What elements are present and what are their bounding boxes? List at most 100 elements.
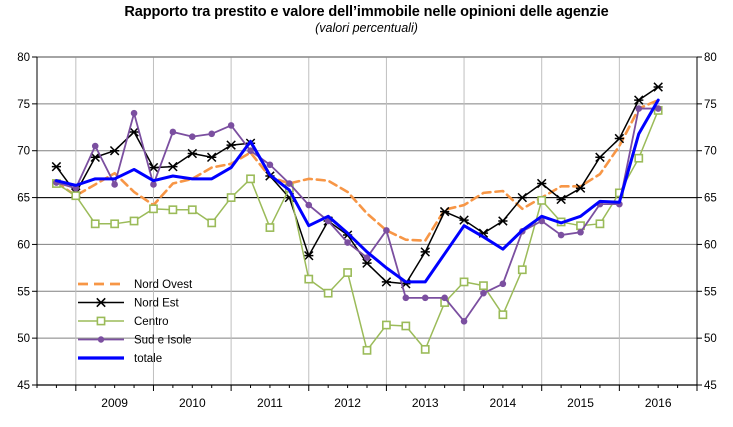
x-axis-tick-label: 2013 bbox=[412, 396, 439, 410]
data-point-marker bbox=[129, 216, 139, 226]
data-point-marker bbox=[381, 277, 392, 287]
data-point-marker bbox=[304, 250, 314, 261]
data-point-marker bbox=[459, 277, 469, 287]
y-axis-tick-label-left: 60 bbox=[17, 239, 30, 251]
data-point-marker bbox=[71, 191, 81, 201]
data-point-marker bbox=[266, 161, 274, 169]
y-axis-tick-label-right: 70 bbox=[704, 146, 717, 158]
x-axis-tick-label: 2012 bbox=[334, 396, 361, 410]
data-point-marker bbox=[537, 195, 547, 205]
legend-label: Nord Est bbox=[134, 298, 180, 310]
data-point-marker bbox=[304, 274, 314, 284]
data-point-marker bbox=[383, 227, 390, 234]
y-axis-tick-label-right: 50 bbox=[704, 333, 717, 345]
legend-item-sud_e_isole[interactable]: Sud e Isole bbox=[78, 335, 192, 347]
data-point-marker bbox=[460, 317, 468, 325]
legend-marker bbox=[96, 316, 106, 326]
data-point-marker bbox=[72, 184, 80, 192]
data-point-marker bbox=[91, 142, 99, 150]
data-point-marker bbox=[187, 205, 197, 215]
data-point-marker bbox=[614, 133, 625, 144]
data-point-marker bbox=[557, 231, 565, 239]
legend-label: Sud e Isole bbox=[134, 335, 192, 347]
data-point-marker bbox=[459, 215, 469, 225]
data-point-marker bbox=[480, 289, 487, 297]
y-axis-tick-label-left: 65 bbox=[17, 193, 30, 205]
series-totale bbox=[54, 98, 660, 284]
series-line bbox=[54, 98, 660, 284]
data-point-marker bbox=[149, 204, 158, 214]
data-point-marker bbox=[536, 178, 547, 189]
data-point-marker bbox=[635, 105, 643, 112]
x-axis-tick-label: 2016 bbox=[645, 396, 672, 410]
data-point-marker bbox=[111, 181, 118, 188]
series-nord-ovest bbox=[55, 98, 660, 242]
data-point-marker bbox=[654, 105, 662, 112]
series-line bbox=[55, 98, 660, 242]
legend: Nord Ovest Nord Est Centro Sud e Isole total… bbox=[78, 279, 193, 365]
data-point-marker bbox=[344, 239, 351, 246]
y-axis-tick-label-right: 60 bbox=[704, 239, 717, 251]
data-point-marker bbox=[343, 268, 352, 277]
x-axis-tick-label: 2009 bbox=[101, 396, 128, 410]
y-axis-tick-label-left: 80 bbox=[17, 52, 30, 64]
data-point-marker bbox=[169, 128, 177, 136]
y-axis-tick-label-left: 70 bbox=[17, 146, 30, 158]
data-point-marker bbox=[207, 218, 217, 228]
data-point-marker bbox=[479, 281, 488, 291]
x-axis-tick-label: 2014 bbox=[490, 396, 517, 410]
data-point-marker bbox=[363, 254, 371, 261]
plot-background bbox=[37, 57, 697, 385]
series-sud-e-isole bbox=[53, 105, 662, 325]
legend-label: totale bbox=[134, 353, 162, 365]
y-axis-tick-label-right: 65 bbox=[704, 193, 717, 205]
data-point-marker bbox=[382, 320, 391, 330]
data-point-marker bbox=[439, 206, 450, 217]
data-point-marker bbox=[208, 130, 216, 138]
data-point-marker bbox=[305, 201, 313, 209]
data-point-marker bbox=[226, 140, 236, 150]
legend-item-totale[interactable]: totale bbox=[78, 353, 162, 365]
data-point-marker bbox=[206, 152, 217, 163]
legend-label: Nord Ovest bbox=[134, 279, 193, 291]
data-point-marker bbox=[653, 82, 663, 92]
legend-label: Centro bbox=[134, 316, 169, 328]
x-axis-tick-label: 2011 bbox=[257, 396, 283, 410]
y-axis-tick-label-right: 55 bbox=[704, 286, 717, 298]
data-point-marker bbox=[420, 344, 430, 354]
legend-marker bbox=[97, 336, 105, 343]
series-line bbox=[55, 107, 660, 323]
data-point-marker bbox=[402, 294, 410, 302]
data-point-marker bbox=[421, 294, 429, 302]
legend-item-nord_est[interactable]: Nord Est bbox=[78, 298, 180, 310]
data-point-marker bbox=[109, 145, 120, 156]
data-point-marker bbox=[420, 247, 430, 257]
data-point-marker bbox=[110, 219, 120, 229]
y-axis-tick-label-right: 75 bbox=[704, 99, 717, 111]
data-point-marker bbox=[246, 174, 255, 184]
data-point-marker bbox=[634, 153, 644, 163]
data-point-marker bbox=[517, 192, 528, 203]
data-point-marker bbox=[441, 294, 448, 302]
data-point-marker bbox=[150, 181, 157, 188]
data-point-marker bbox=[90, 219, 100, 229]
data-point-marker bbox=[634, 95, 644, 105]
legend-item-nord_ovest[interactable]: Nord Ovest bbox=[78, 279, 193, 291]
data-point-marker bbox=[595, 152, 605, 163]
data-point-marker bbox=[51, 161, 62, 172]
chart-title: Rapporto tra prestito e valore dell’immo… bbox=[124, 4, 609, 20]
data-point-marker bbox=[323, 288, 333, 298]
data-point-marker bbox=[286, 180, 293, 187]
data-point-marker bbox=[401, 321, 411, 331]
data-point-marker bbox=[517, 265, 527, 275]
y-axis-tick-label-left: 75 bbox=[17, 99, 30, 111]
data-point-marker bbox=[499, 280, 507, 288]
chart-subtitle: (valori percentuali) bbox=[315, 21, 418, 35]
x-axis-tick-label: 2010 bbox=[179, 396, 206, 410]
data-point-marker bbox=[130, 109, 138, 117]
data-point-marker bbox=[90, 152, 100, 163]
data-point-marker bbox=[129, 127, 139, 137]
legend-item-centro[interactable]: Centro bbox=[78, 316, 169, 328]
